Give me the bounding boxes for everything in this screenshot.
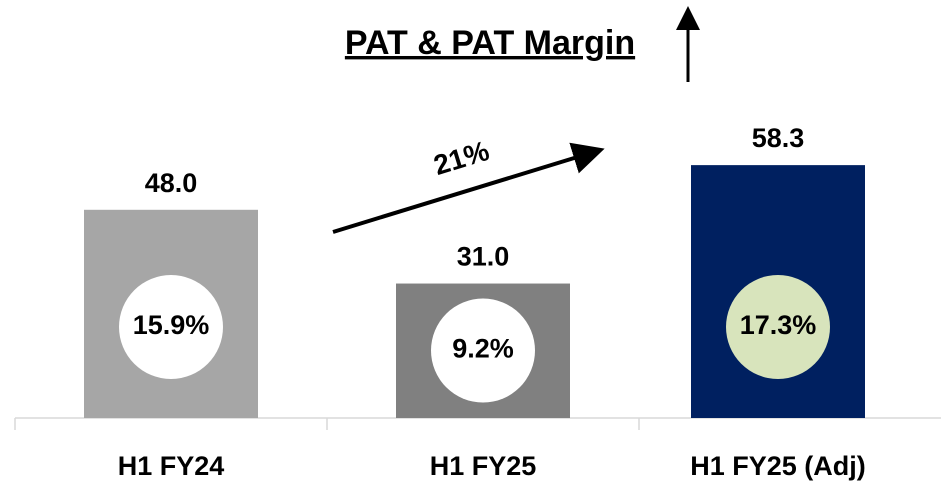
x-tick-label: H1 FY24	[118, 451, 225, 481]
growth-label: 21%	[430, 135, 493, 181]
value-label: 58.3	[752, 123, 805, 153]
value-label: 48.0	[145, 168, 198, 198]
chart-title: PAT & PAT Margin	[345, 24, 635, 62]
value-label: 31.0	[457, 242, 510, 272]
margin-circle	[431, 298, 535, 403]
margin-label: 9.2%	[452, 334, 514, 364]
margin-label: 17.3%	[740, 310, 817, 340]
x-tick-label: H1 FY25 (Adj)	[690, 451, 866, 481]
margin-circle	[726, 275, 830, 379]
margin-circle	[119, 275, 223, 379]
x-tick-label: H1 FY25	[430, 451, 537, 481]
growth-arrow	[332, 142, 605, 234]
margin-label: 15.9%	[133, 310, 210, 340]
